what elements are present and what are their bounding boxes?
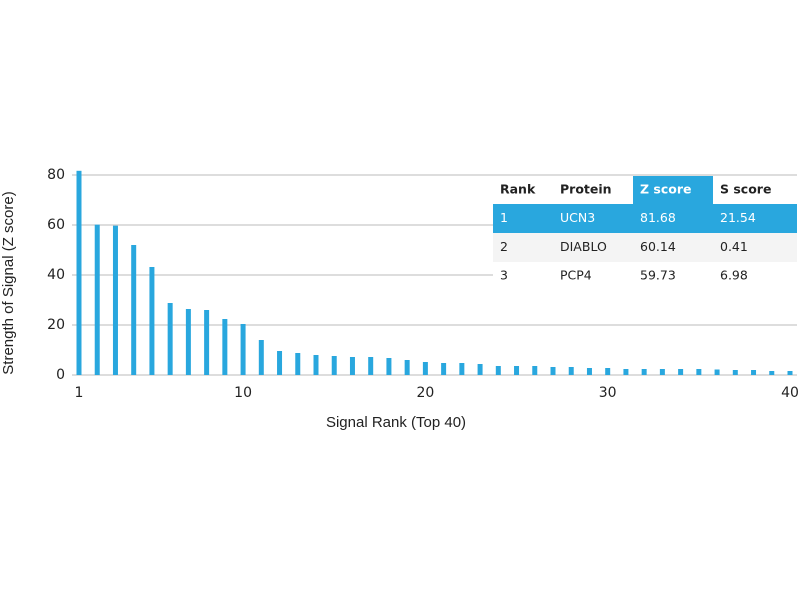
bar [586,368,592,375]
x-tick-label: 1 [75,385,84,401]
bar [368,357,374,375]
x-tick-label: 20 [416,385,434,401]
table-cell: 3 [500,268,508,283]
x-tick-label: 10 [234,385,252,401]
bar [331,356,337,375]
bar [751,370,757,375]
table-row [493,233,797,262]
table-row [493,262,797,290]
bar [313,355,319,375]
bar [277,351,283,375]
x-axis-label: Signal Rank (Top 40) [326,414,466,431]
y-tick-label: 40 [47,267,65,283]
bar [659,369,665,375]
bar [349,357,355,375]
table-cell: 2 [500,239,508,254]
table-cell: DIABLO [560,239,607,254]
table: Rank Protein Z score S score 1 UCN3 81.68 21.54… [493,176,797,290]
y-tick-label: 0 [56,367,65,383]
column-header: Rank [500,182,536,197]
column-header: Z score [640,182,692,197]
bar [167,303,173,375]
bar [605,368,611,375]
x-tick-label: 30 [599,385,617,401]
bar [441,363,447,375]
header-highlight [633,176,713,204]
table-cell: 21.54 [720,210,756,225]
y-tick-label: 20 [47,317,65,333]
bar [386,358,392,375]
table-row [493,204,797,233]
bar [131,245,137,375]
bar [568,367,574,375]
bar [678,369,684,375]
x-tick-label: 40 [781,385,799,401]
bar [240,324,246,375]
bar [112,225,118,375]
bar [76,170,82,375]
y-axis-label: Strength of Signal (Z score) [0,191,17,374]
bar [787,371,793,375]
bars [76,170,793,375]
bar [477,364,483,375]
bar [495,366,501,375]
column-header: S score [720,182,771,197]
bar [514,366,520,375]
y-tick-label: 80 [47,167,65,183]
table-cell: 6.98 [720,268,748,283]
bar [714,369,720,375]
bar [550,367,556,375]
bar [258,340,264,375]
table-cell: 59.73 [640,268,676,283]
table-cell: 81.68 [640,210,676,225]
bar [623,369,629,375]
table-cell: PCP4 [560,268,592,283]
bar [149,267,155,375]
table-cell: 60.14 [640,239,676,254]
bar [732,370,738,375]
bar [204,310,210,375]
column-header: Protein [560,182,612,197]
bar [422,362,428,375]
bar [295,353,301,375]
table-cell: 1 [500,210,508,225]
bar [94,224,100,375]
ticks: 0 20 40 60 80 1 10 20 30 40 [47,167,799,401]
table-cell: 0.41 [720,239,748,254]
y-tick-label: 60 [47,217,65,233]
bar [185,309,191,375]
bar [532,366,538,375]
table-cell: UCN3 [560,210,595,225]
bar [769,371,775,375]
bar [404,360,410,375]
bar [641,369,647,375]
bar [696,369,702,375]
bar [222,319,228,375]
bar [459,363,465,375]
